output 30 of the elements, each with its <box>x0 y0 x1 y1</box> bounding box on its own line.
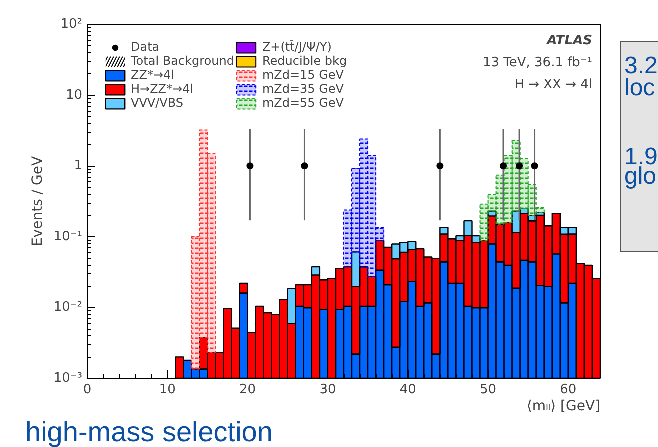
legend-label: VVV/VBS <box>131 96 184 110</box>
x-tick-label: 60 <box>560 382 577 398</box>
x-tick-label: 40 <box>400 382 416 398</box>
x-tick-label: 10 <box>159 382 176 398</box>
x-axis-title: ⟨mₗₗ⟩ [GeV] <box>526 398 600 414</box>
legend-label: Z+(tt̄/J/Ψ/Υ) <box>262 40 332 54</box>
annotation: H → XX → 4l <box>514 78 593 92</box>
x-tick-label: 30 <box>320 382 336 398</box>
y-tick-label: 10⁻¹ <box>54 229 83 244</box>
y-tick-label: 10² <box>60 17 83 32</box>
y-tick-label: 1 <box>74 158 83 174</box>
annotation: 13 TeV, 36.1 fb⁻¹ <box>482 56 593 70</box>
x-tick-label: 0 <box>83 382 92 398</box>
legend-label: mZd=15 GeV <box>262 68 344 82</box>
y-tick-label: 10⁻² <box>54 300 83 316</box>
legend-label: Total Background <box>131 54 234 68</box>
annotation: ATLAS <box>546 34 593 48</box>
y-axis-title: Events / GeV <box>30 156 46 247</box>
y-tick-label: 10⁻³ <box>54 371 83 386</box>
text: high-mass selection <box>26 416 273 447</box>
legend-label: ZZ*→4l <box>131 68 174 82</box>
legend-label: H→ZZ*→4l <box>131 82 194 96</box>
legend-label: Data <box>131 40 160 54</box>
legend-label: mZd=35 GeV <box>262 82 344 96</box>
legend-label: Reducible bkg <box>262 54 348 68</box>
y-tick-label: 10 <box>66 88 83 103</box>
text: loc <box>624 74 656 102</box>
x-tick-label: 50 <box>480 382 497 398</box>
x-tick-label: 20 <box>240 382 256 398</box>
legend-label: mZd=55 GeV <box>262 96 344 110</box>
